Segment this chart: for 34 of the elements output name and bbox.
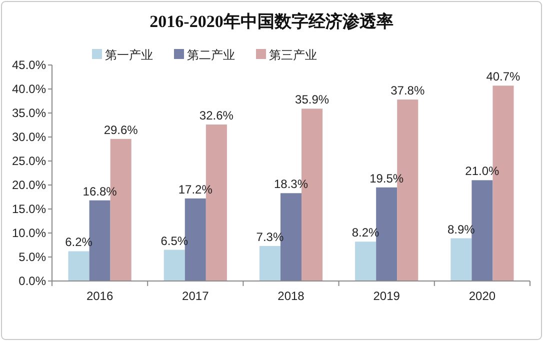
chart-title: 2016-2020年中国数字经济渗透率 bbox=[150, 12, 394, 31]
data-label: 37.8% bbox=[390, 84, 425, 98]
data-label: 32.6% bbox=[199, 108, 234, 123]
data-label: 19.5% bbox=[370, 171, 404, 186]
data-label: 40.7% bbox=[486, 70, 521, 84]
data-label: 18.3% bbox=[274, 177, 308, 192]
x-tick-label: 2020 bbox=[468, 289, 496, 303]
data-label: 35.9% bbox=[295, 92, 330, 107]
bar bbox=[68, 251, 90, 281]
data-label: 21.0% bbox=[465, 164, 500, 178]
legend-label: 第三产业 bbox=[269, 48, 317, 62]
y-tick-label: 10.0% bbox=[12, 226, 46, 240]
data-label: 17.2% bbox=[178, 182, 213, 196]
x-tick-label: 2016 bbox=[86, 289, 114, 303]
y-tick-label: 30.0% bbox=[12, 130, 46, 144]
y-tick-label: 5.0% bbox=[18, 250, 46, 264]
legend-label: 第二产业 bbox=[187, 48, 235, 62]
y-tick-label: 40.0% bbox=[12, 82, 46, 96]
y-tick-label: 45.0% bbox=[12, 58, 46, 72]
y-tick-label: 35.0% bbox=[12, 106, 46, 120]
x-tick-label: 2019 bbox=[373, 289, 400, 303]
y-tick-label: 20.0% bbox=[12, 178, 46, 192]
y-tick-label: 0.0% bbox=[18, 274, 46, 288]
bar bbox=[164, 250, 185, 281]
y-tick-label: 15.0% bbox=[12, 202, 46, 216]
data-label: 16.8% bbox=[82, 184, 118, 198]
x-tick-label: 2017 bbox=[182, 289, 210, 303]
y-tick-label: 25.0% bbox=[12, 154, 46, 168]
x-tick-label: 2018 bbox=[278, 289, 305, 303]
legend-label: 第一产业 bbox=[105, 48, 153, 62]
bar bbox=[259, 246, 280, 281]
bar bbox=[355, 242, 376, 281]
data-label: 29.6% bbox=[104, 122, 138, 137]
bar bbox=[450, 238, 472, 281]
